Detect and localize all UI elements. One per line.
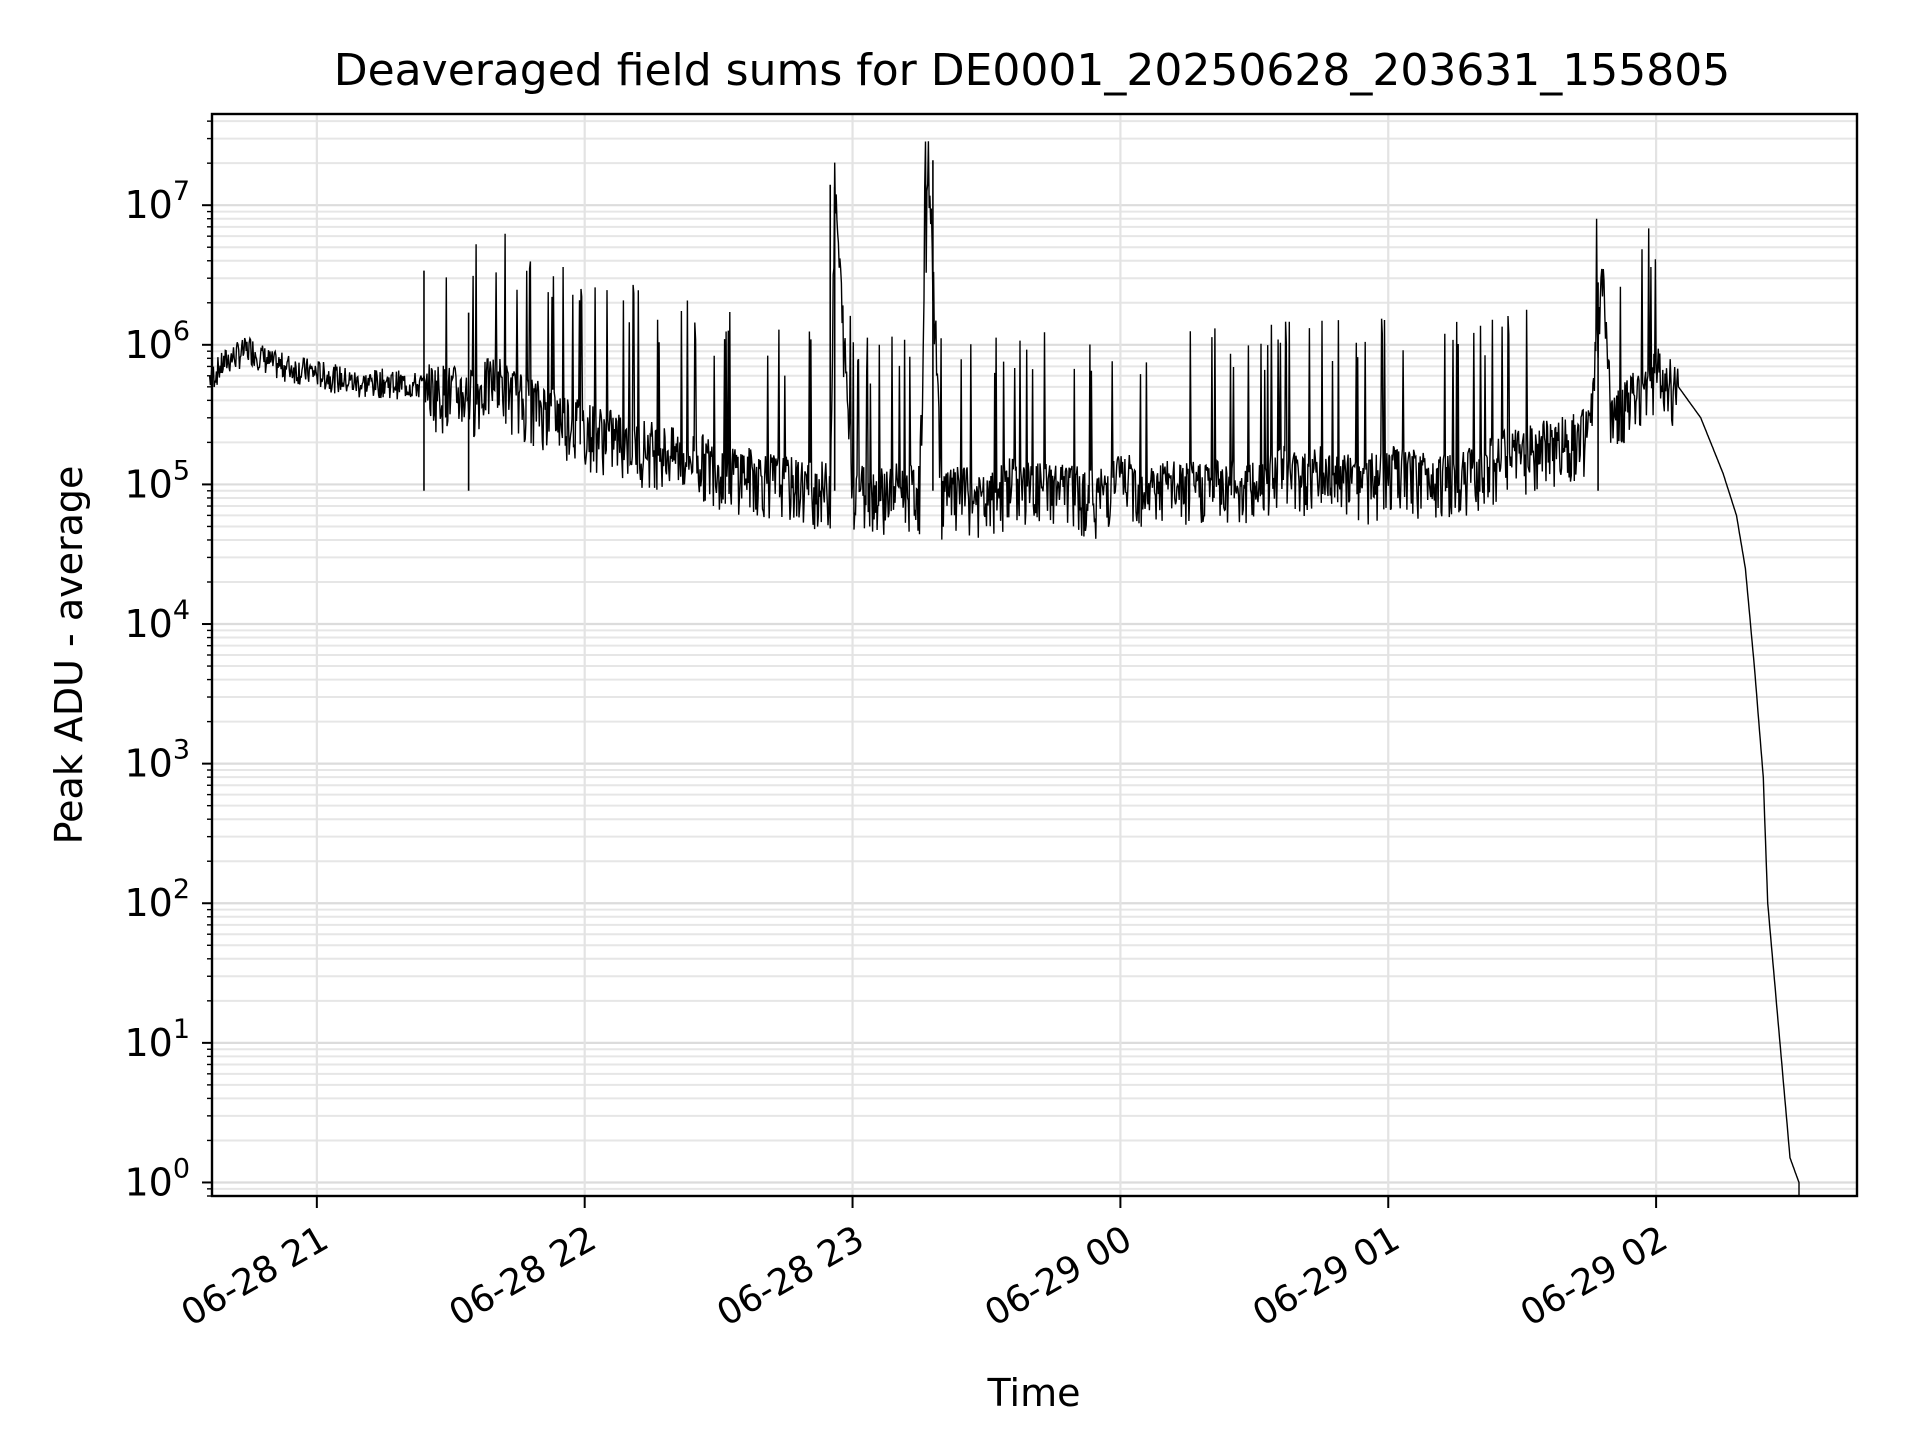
- y-tick-label: 107: [124, 176, 190, 227]
- y-tick-label: 103: [124, 735, 190, 786]
- y-tick-exponent: 5: [173, 455, 190, 486]
- y-tick-exponent: 0: [173, 1153, 190, 1184]
- grid-lines: [212, 114, 1857, 1197]
- y-tick-exponent: 7: [173, 176, 190, 207]
- chart-title: Deaveraged field sums for DE0001_2025062…: [334, 45, 1731, 96]
- series-group: [209, 141, 1800, 1196]
- series-line: [209, 141, 1800, 1196]
- y-tick-exponent: 6: [173, 316, 190, 347]
- y-tick-exponent: 2: [173, 874, 190, 905]
- y-axis-label: Peak ADU - average: [47, 466, 91, 845]
- x-axis-label: Time: [987, 1371, 1081, 1415]
- y-tick-exponent: 1: [173, 1014, 190, 1045]
- y-tick-exponent: 3: [173, 735, 190, 766]
- y-tick-exponent: 4: [173, 595, 190, 626]
